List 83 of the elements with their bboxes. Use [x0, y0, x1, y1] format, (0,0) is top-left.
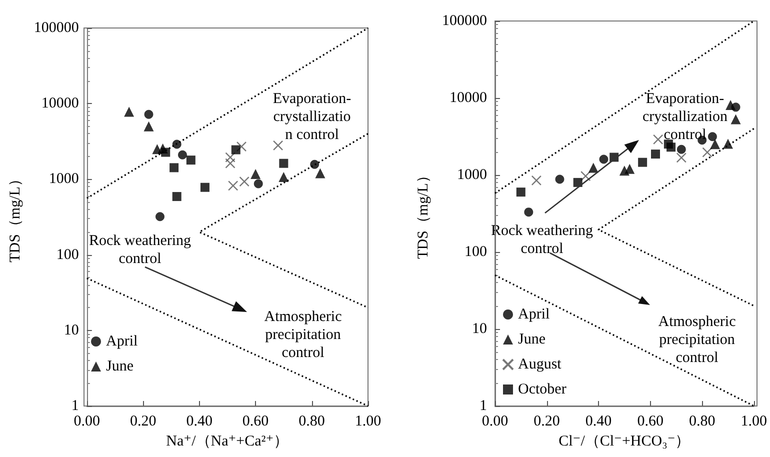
x-tick-label: 1.00: [740, 414, 767, 430]
point: [726, 100, 736, 110]
point: [588, 162, 598, 173]
point: [524, 208, 534, 217]
x-axis-title: Cl⁻/（Cl⁻+HCO₃⁻）: [558, 433, 690, 450]
x-tick-label: 0.80: [688, 414, 716, 430]
annotation: Rock weathering control: [88, 233, 192, 267]
y-tick-label: 10000: [41, 96, 79, 112]
point: [730, 114, 741, 124]
point: [702, 147, 712, 158]
y-tick-label: 10: [64, 322, 79, 338]
annotation: Evaporation- crystallizatio n control: [272, 91, 352, 143]
y-tick-label: 1000: [457, 167, 487, 183]
point: [170, 163, 179, 172]
annotation: Evaporation- crystallization control: [642, 91, 728, 143]
y-tick-label: 10000: [450, 90, 487, 106]
point: [144, 121, 154, 132]
point: [228, 180, 238, 191]
point: [676, 144, 686, 154]
point: [278, 172, 289, 182]
point: [708, 132, 717, 142]
x-tick-label: 0.20: [534, 414, 560, 430]
x-tick-label: 0.00: [74, 414, 100, 430]
point: [186, 156, 196, 165]
point: [272, 140, 284, 150]
point: [250, 169, 261, 180]
legend-label: June: [106, 358, 134, 374]
point: [315, 168, 326, 178]
x-axis-title: Na⁺/（Na⁺+Ca²⁺）: [166, 433, 289, 450]
legend-label: April: [106, 334, 138, 350]
point: [638, 158, 648, 167]
x-tick-label: 0.80: [298, 414, 325, 430]
x-tick-label: 0.60: [637, 414, 664, 430]
y-tick-label: 100000: [442, 13, 487, 29]
point: [652, 134, 664, 144]
point: [200, 182, 210, 192]
point: [531, 175, 542, 186]
point: [158, 143, 168, 154]
legend-label: October: [518, 382, 566, 398]
annotation: Rock weathering control: [490, 223, 594, 257]
annotation: Atmospheric precipitation control: [264, 309, 342, 361]
y-axis-title: TDS（mg/L）: [8, 172, 24, 262]
point: [580, 170, 591, 182]
annotation: Atmospheric precipitation control: [658, 314, 736, 366]
point: [310, 160, 320, 169]
legend-label: June: [518, 332, 546, 348]
y-tick-label: 100000: [34, 20, 79, 36]
y-tick-label: 100: [56, 246, 79, 263]
x-tick-label: 0.00: [482, 414, 508, 430]
x-tick-label: 0.20: [130, 414, 156, 430]
point: [599, 154, 608, 164]
point: [178, 150, 187, 160]
point: [710, 139, 720, 150]
point: [231, 145, 240, 154]
point: [254, 179, 263, 188]
point: [666, 142, 676, 152]
point: [239, 176, 250, 187]
y-tick-label: 100: [464, 244, 487, 260]
y-tick-label: 1: [71, 398, 79, 414]
point: [676, 152, 686, 163]
x-tick-label: 0.40: [186, 414, 212, 430]
y-tick-label: 1000: [48, 171, 79, 188]
point: [555, 174, 564, 184]
point: [124, 106, 134, 117]
legend-label: August: [518, 356, 562, 372]
point: [651, 150, 660, 159]
y-tick-label: 1: [480, 398, 487, 414]
y-tick-label: 10: [472, 321, 487, 337]
point: [236, 141, 247, 152]
point: [172, 140, 182, 149]
point: [172, 192, 182, 202]
point: [155, 212, 164, 222]
point: [722, 138, 733, 149]
point: [144, 110, 154, 119]
y-axis-title: TDS（mg/L）: [416, 168, 432, 259]
point: [516, 188, 526, 197]
x-tick-label: 0.40: [585, 414, 612, 430]
legend-label: April: [518, 306, 550, 322]
point: [624, 164, 635, 174]
x-tick-label: 1.00: [354, 414, 382, 430]
point: [279, 158, 288, 168]
point: [573, 178, 582, 187]
x-tick-label: 0.60: [242, 414, 269, 430]
